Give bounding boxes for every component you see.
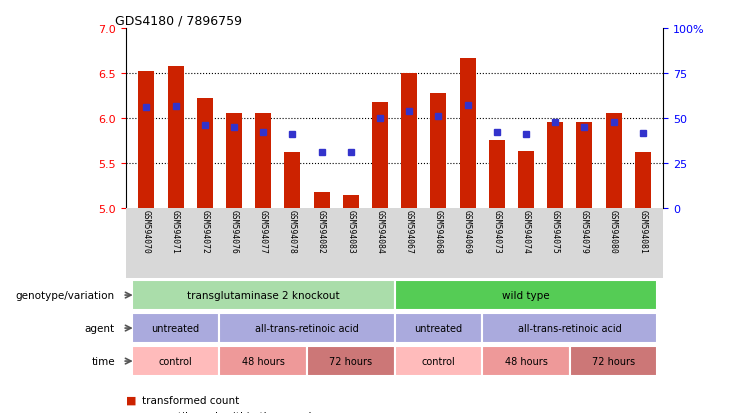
Text: GSM594070: GSM594070 [142, 210, 151, 254]
Text: untreated: untreated [152, 323, 199, 333]
Text: time: time [91, 356, 115, 366]
Text: ■: ■ [126, 395, 136, 405]
Bar [219, 313, 395, 344]
Bar [307, 346, 395, 377]
Bar [313, 192, 330, 209]
Text: all-trans-retinoic acid: all-trans-retinoic acid [518, 323, 622, 333]
Text: GSM594067: GSM594067 [405, 210, 413, 254]
Bar [482, 346, 570, 377]
Text: GSM594077: GSM594077 [259, 210, 268, 254]
Text: GSM594073: GSM594073 [492, 210, 501, 254]
Bar [395, 280, 657, 311]
Bar [401, 74, 417, 209]
Bar [132, 313, 219, 344]
Text: 72 hours: 72 hours [329, 356, 372, 366]
Text: percentile rank within the sample: percentile rank within the sample [142, 411, 318, 413]
Text: GSM594081: GSM594081 [638, 210, 647, 254]
Text: GSM594069: GSM594069 [463, 210, 472, 254]
Bar [570, 346, 657, 377]
Bar [372, 102, 388, 209]
Bar [482, 313, 657, 344]
Bar [395, 313, 482, 344]
Text: GSM594078: GSM594078 [288, 210, 297, 254]
Bar [547, 122, 563, 209]
Text: 48 hours: 48 hours [505, 356, 548, 366]
Text: 48 hours: 48 hours [242, 356, 285, 366]
Bar [285, 153, 300, 209]
Bar [395, 346, 482, 377]
Text: transglutaminase 2 knockout: transglutaminase 2 knockout [187, 290, 339, 300]
Bar [489, 140, 505, 209]
Text: untreated: untreated [414, 323, 462, 333]
Bar [431, 94, 446, 209]
Bar [255, 113, 271, 209]
Text: ■: ■ [126, 411, 136, 413]
Text: transformed count: transformed count [142, 395, 239, 405]
Bar [132, 280, 395, 311]
Bar [459, 59, 476, 209]
Text: GSM594083: GSM594083 [346, 210, 355, 254]
Bar [343, 195, 359, 209]
Text: GSM594084: GSM594084 [376, 210, 385, 254]
Bar [576, 122, 592, 209]
Bar [605, 113, 622, 209]
Text: GSM594074: GSM594074 [522, 210, 531, 254]
Bar [635, 153, 651, 209]
Bar [226, 113, 242, 209]
Text: control: control [159, 356, 193, 366]
Bar [197, 99, 213, 209]
Text: all-trans-retinoic acid: all-trans-retinoic acid [255, 323, 359, 333]
Bar [139, 72, 154, 209]
Text: agent: agent [84, 323, 115, 333]
Text: GSM594079: GSM594079 [580, 210, 589, 254]
Text: wild type: wild type [502, 290, 550, 300]
Text: GSM594068: GSM594068 [434, 210, 443, 254]
Text: GDS4180 / 7896759: GDS4180 / 7896759 [116, 15, 242, 28]
Text: GSM594080: GSM594080 [609, 210, 618, 254]
Text: control: control [422, 356, 455, 366]
Bar [132, 346, 219, 377]
Bar [219, 346, 307, 377]
Text: GSM594072: GSM594072 [200, 210, 209, 254]
Text: GSM594075: GSM594075 [551, 210, 559, 254]
Text: genotype/variation: genotype/variation [16, 290, 115, 300]
Bar [518, 152, 534, 209]
Text: GSM594082: GSM594082 [317, 210, 326, 254]
Text: GSM594071: GSM594071 [171, 210, 180, 254]
Bar [167, 66, 184, 209]
Text: 72 hours: 72 hours [592, 356, 635, 366]
Text: GSM594076: GSM594076 [230, 210, 239, 254]
